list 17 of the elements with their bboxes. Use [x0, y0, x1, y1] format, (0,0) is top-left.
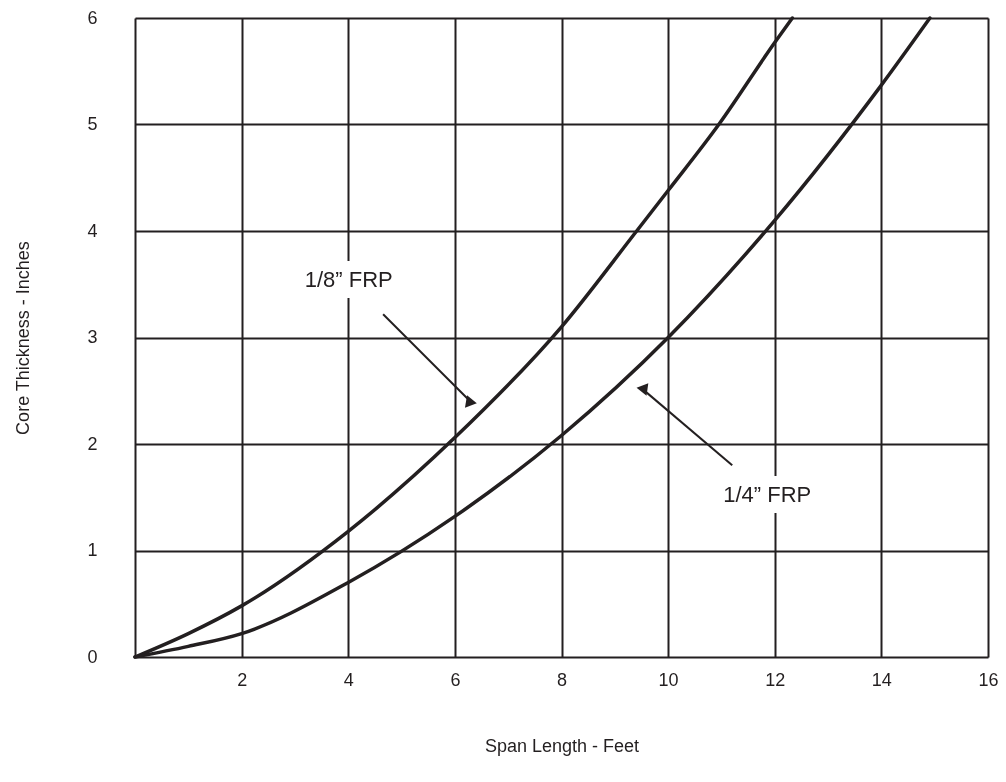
- y-tick-label: 3: [87, 327, 98, 347]
- x-tick-label: 14: [871, 669, 892, 690]
- x-tick-label: 10: [658, 669, 679, 690]
- y-tick-label: 4: [87, 220, 98, 241]
- y-tick-label: 1: [87, 540, 98, 560]
- x-tick-label: 6: [450, 669, 461, 690]
- y-tick-label: 0: [87, 646, 98, 667]
- x-tick-label: 4: [343, 669, 354, 690]
- y-axis-title: Core Thickness - Inches: [13, 241, 34, 435]
- y-tick-label: 6: [87, 7, 98, 28]
- x-axis-title: Span Length - Feet: [484, 735, 640, 756]
- x-tick-label: 2: [237, 669, 248, 690]
- x-tick-label: 12: [765, 669, 786, 690]
- x-tick-label: 16: [978, 669, 999, 690]
- y-tick-label: 5: [87, 114, 98, 134]
- y-tick-label: 2: [87, 433, 98, 454]
- x-tick-label: 8: [556, 669, 568, 690]
